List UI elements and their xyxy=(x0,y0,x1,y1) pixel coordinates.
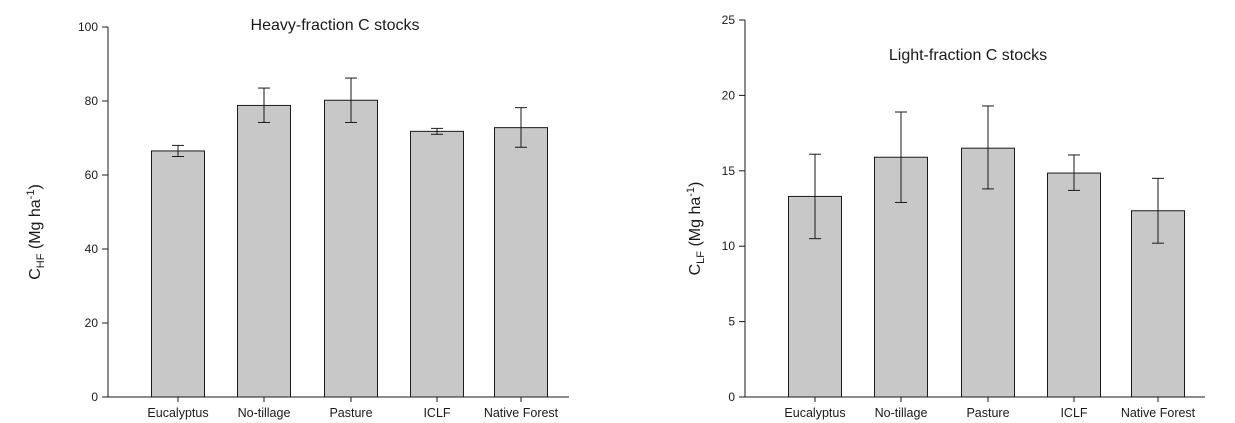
bar-pasture xyxy=(324,99,378,398)
bar-no-tillage xyxy=(237,104,291,398)
category-label: Native Forest xyxy=(1121,406,1196,420)
y-tick-label: 60 xyxy=(85,168,99,182)
category-label: Native Forest xyxy=(484,406,559,420)
chart-title: Heavy-fraction C stocks xyxy=(251,17,420,34)
category-label: Eucalyptus xyxy=(784,406,845,420)
bar-native-forest xyxy=(494,127,548,398)
y-axis-label-close: ) xyxy=(687,182,704,187)
y-axis-label: CLF (Mg ha-1) xyxy=(685,182,707,276)
category-label: ICLF xyxy=(1060,406,1087,420)
y-tick-label: 15 xyxy=(722,164,736,178)
y-tick-label: 5 xyxy=(728,315,735,329)
y-tick-label: 20 xyxy=(722,88,736,102)
bar-iclf xyxy=(1047,172,1101,398)
y-tick-label: 80 xyxy=(85,94,99,108)
y-axis-label-unit: (Mg ha xyxy=(687,197,704,251)
y-axis-label-main: C xyxy=(27,268,44,280)
bar-pasture xyxy=(961,147,1015,398)
category-label: Pasture xyxy=(966,406,1009,420)
bar-iclf xyxy=(410,130,464,398)
y-axis-label-superscript: -1 xyxy=(685,187,697,197)
bar-eucalyptus xyxy=(151,150,205,398)
y-axis-label-close: ) xyxy=(27,184,44,189)
y-tick-label: 0 xyxy=(91,390,98,404)
y-axis-label-unit: (Mg ha xyxy=(27,199,44,253)
y-tick-label: 20 xyxy=(85,316,99,330)
category-label: Eucalyptus xyxy=(147,406,208,420)
y-axis-label-subscript: LF xyxy=(695,251,707,264)
y-axis-label-superscript: -1 xyxy=(25,190,37,200)
y-axis-label-main: C xyxy=(687,264,704,276)
y-tick-label: 25 xyxy=(722,13,736,27)
category-label: ICLF xyxy=(423,406,450,420)
category-label: No-tillage xyxy=(238,406,291,420)
category-label: No-tillage xyxy=(875,406,928,420)
y-tick-label: 10 xyxy=(722,239,736,253)
y-tick-label: 100 xyxy=(78,20,98,34)
y-axis-label: CHF (Mg ha-1) xyxy=(25,184,47,280)
light-fraction-chart: Light-fraction C stocks CLF (Mg ha-1) 0 5 10… xyxy=(685,13,1205,420)
y-axis-label-subscript: HF xyxy=(35,253,47,268)
y-tick-label: 40 xyxy=(85,242,99,256)
chart-title: Light-fraction C stocks xyxy=(889,47,1047,64)
category-label: Pasture xyxy=(329,406,372,420)
y-tick-label: 0 xyxy=(728,390,735,404)
heavy-fraction-chart: Heavy-fraction C stocks CHF (Mg ha-1) 0 20 4… xyxy=(25,17,569,420)
